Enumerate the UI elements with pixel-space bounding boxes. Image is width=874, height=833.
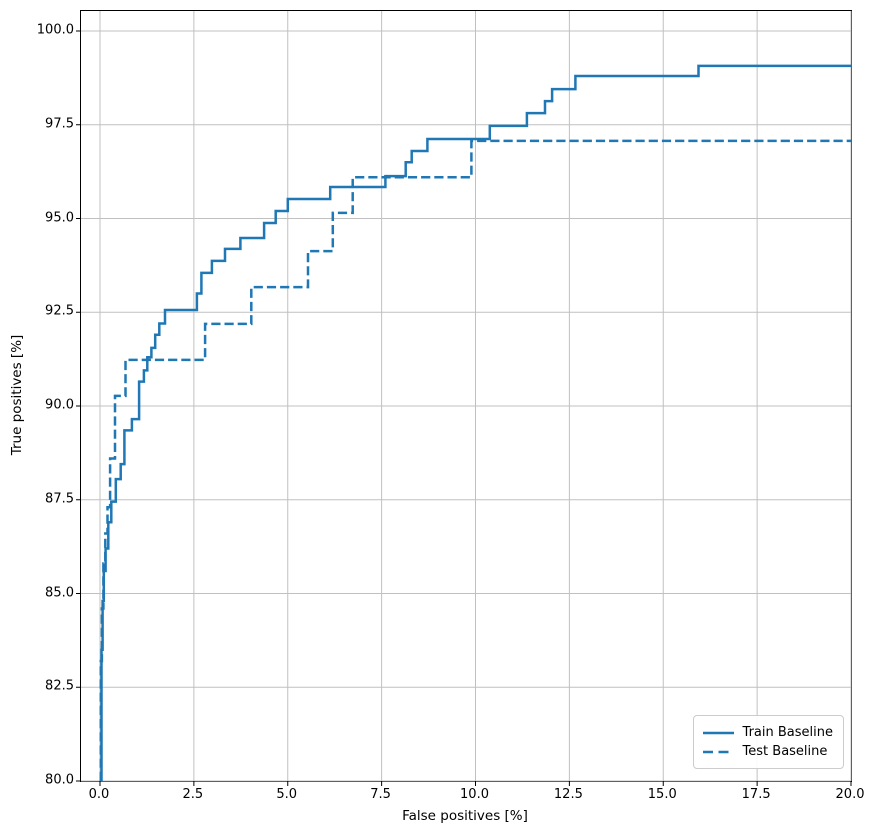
- x-tick-label: 17.5: [741, 787, 771, 802]
- x-tick-label: 12.5: [553, 787, 583, 802]
- plot-area: [76, 10, 852, 786]
- y-tick-label: 82.5: [45, 678, 74, 694]
- x-tick-label: 7.5: [370, 787, 391, 802]
- legend-item: Test Baseline: [702, 742, 833, 761]
- x-tick-label: 10.0: [460, 787, 489, 802]
- y-axis-label: True positives [%]: [9, 334, 25, 456]
- x-tick-label: 0.0: [88, 787, 110, 802]
- legend-label-test: Test Baseline: [742, 744, 828, 759]
- y-tick-label: 95.0: [45, 210, 74, 225]
- y-tick-label: 85.0: [45, 585, 74, 600]
- y-tick-label: 80.0: [45, 772, 74, 788]
- x-tick-label: 5.0: [276, 787, 298, 802]
- solid-line-swatch-icon: [702, 731, 734, 734]
- legend-label-train: Train Baseline: [742, 725, 833, 740]
- legend-item: Train Baseline: [702, 723, 833, 742]
- y-tick-label: 92.5: [45, 303, 74, 319]
- x-axis-label: False positives [%]: [402, 808, 528, 824]
- y-tick-label: 100.0: [36, 22, 74, 38]
- x-tick-label: 20.0: [835, 787, 865, 802]
- x-tick-label: 2.5: [182, 787, 204, 802]
- dashed-line-swatch-icon: [702, 750, 734, 753]
- y-tick-label: 90.0: [45, 397, 74, 413]
- roc-chart: [76, 11, 852, 786]
- y-tick-label: 97.5: [45, 116, 74, 132]
- x-tick-label: 15.0: [647, 787, 677, 802]
- legend: Train Baseline Test Baseline: [692, 715, 844, 769]
- y-tick-label: 87.5: [45, 491, 74, 507]
